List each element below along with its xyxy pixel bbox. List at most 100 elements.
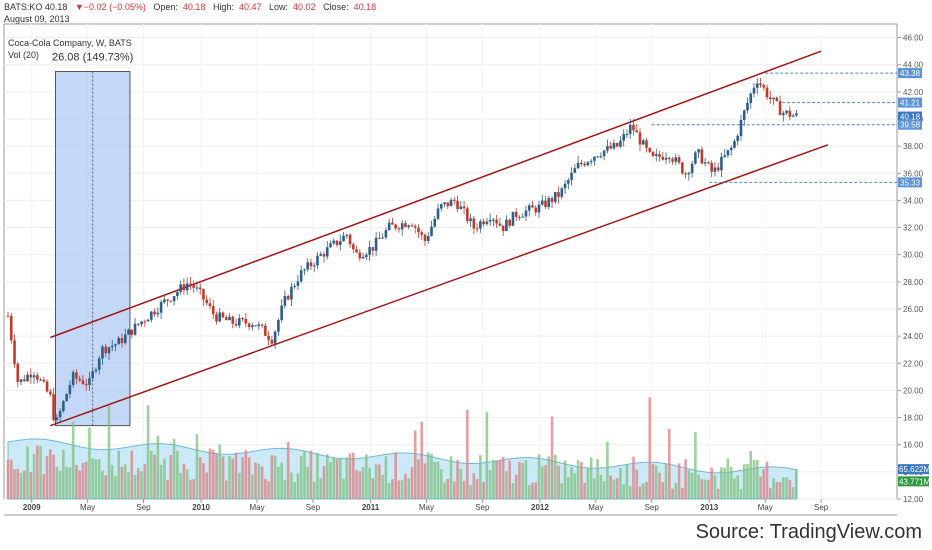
measure-label: 26.08 (149.73%) xyxy=(52,52,133,64)
volume-bar xyxy=(335,459,339,499)
candle-body xyxy=(782,112,785,116)
volume-bar xyxy=(13,469,16,499)
candle-body xyxy=(273,331,277,344)
volume-bar xyxy=(381,474,384,499)
volume-bar xyxy=(707,479,710,499)
volume-bar xyxy=(338,457,342,499)
candle-body xyxy=(169,300,173,302)
y-tick-label: 30.00 xyxy=(903,251,924,260)
candle-body xyxy=(107,347,111,354)
volume-bar xyxy=(420,421,424,499)
volume-bar xyxy=(176,450,179,499)
candle-body xyxy=(684,173,687,175)
candle-body xyxy=(6,315,10,317)
volume-bar xyxy=(729,467,733,499)
candle-body xyxy=(488,219,492,222)
volume-bar xyxy=(791,487,795,499)
low-label: Low: xyxy=(269,2,289,12)
price-tag-label: 43.38 xyxy=(900,69,921,78)
volume-bar xyxy=(58,470,62,499)
candle-body xyxy=(485,221,489,225)
candle-body xyxy=(638,132,642,145)
symbol-quote[interactable]: BATS:KO 40.18 xyxy=(4,2,68,12)
volume-bar xyxy=(619,468,622,499)
candle-body xyxy=(518,216,521,218)
candle-body xyxy=(237,318,241,326)
candle-body xyxy=(602,150,606,157)
candle-body xyxy=(384,230,388,238)
volume-bar xyxy=(231,458,235,499)
x-tick-label: Sep xyxy=(306,503,321,512)
candle-body xyxy=(668,157,671,160)
volume-bar xyxy=(443,482,446,499)
volume-bar xyxy=(352,452,355,499)
candle-body xyxy=(775,97,779,101)
volume-bar xyxy=(9,459,13,499)
candle-body xyxy=(641,140,645,145)
candle-body xyxy=(511,211,515,226)
volume-bar xyxy=(32,454,36,499)
volume-bar xyxy=(78,470,81,499)
candle-body xyxy=(78,378,81,381)
volume-bar xyxy=(65,466,68,499)
candle-body xyxy=(619,140,622,147)
candle-body xyxy=(277,320,280,332)
candle-body xyxy=(29,374,33,378)
volume-bar xyxy=(316,452,319,499)
candle-body xyxy=(527,205,531,211)
candle-body xyxy=(524,210,528,217)
volume-bar xyxy=(348,453,352,499)
volume-bar xyxy=(668,428,671,499)
volume-bar xyxy=(378,464,381,499)
volume-bar xyxy=(615,478,619,499)
volume-bar xyxy=(251,474,254,499)
candle-body xyxy=(91,371,94,379)
volume-bar xyxy=(537,454,541,499)
volume-bar xyxy=(264,478,267,499)
candle-body xyxy=(742,110,746,120)
volume-bar xyxy=(234,452,238,499)
volume-bar xyxy=(586,468,590,499)
candle-body xyxy=(361,256,365,259)
x-tick-label: May xyxy=(758,503,773,512)
volume-bar xyxy=(664,463,668,499)
volume-bar xyxy=(749,450,753,499)
candle-body xyxy=(374,237,378,251)
y-tick-label: 36.00 xyxy=(903,169,924,178)
volume-bar xyxy=(563,460,567,499)
candle-body xyxy=(306,262,310,270)
volume-bar xyxy=(475,479,479,499)
close-value: 40.18 xyxy=(353,2,377,12)
volume-bar xyxy=(280,462,283,499)
volume-bar xyxy=(772,478,775,499)
volume-bar xyxy=(29,471,33,499)
candle-body xyxy=(394,224,397,229)
x-tick-label: May xyxy=(249,503,264,512)
candle-body xyxy=(661,156,665,160)
candle-body xyxy=(462,206,466,209)
volume-bar xyxy=(195,434,199,499)
volume-bar xyxy=(45,456,49,499)
candle-body xyxy=(606,145,609,151)
volume-bar xyxy=(84,461,88,499)
x-tick-label: Sep xyxy=(136,503,151,512)
candle-body xyxy=(622,134,626,141)
volume-bar xyxy=(146,405,150,499)
candle-body xyxy=(22,379,26,382)
candle-body xyxy=(573,168,577,173)
volume-bar xyxy=(355,470,358,499)
volume-bar xyxy=(345,457,349,499)
candle-body xyxy=(439,204,443,209)
volume-bar xyxy=(524,460,528,499)
volume-bar xyxy=(550,416,554,499)
candle-body xyxy=(475,228,479,230)
volume-bar xyxy=(456,460,459,499)
candle-body xyxy=(378,237,381,239)
candle-body xyxy=(410,225,414,227)
candle-body xyxy=(101,346,104,359)
volume-indicator-label[interactable]: Vol (20) xyxy=(8,50,40,60)
series-title[interactable]: Coca-Cola Company, W, BATS xyxy=(8,38,132,48)
candle-body xyxy=(407,225,410,228)
candle-body xyxy=(514,211,518,217)
